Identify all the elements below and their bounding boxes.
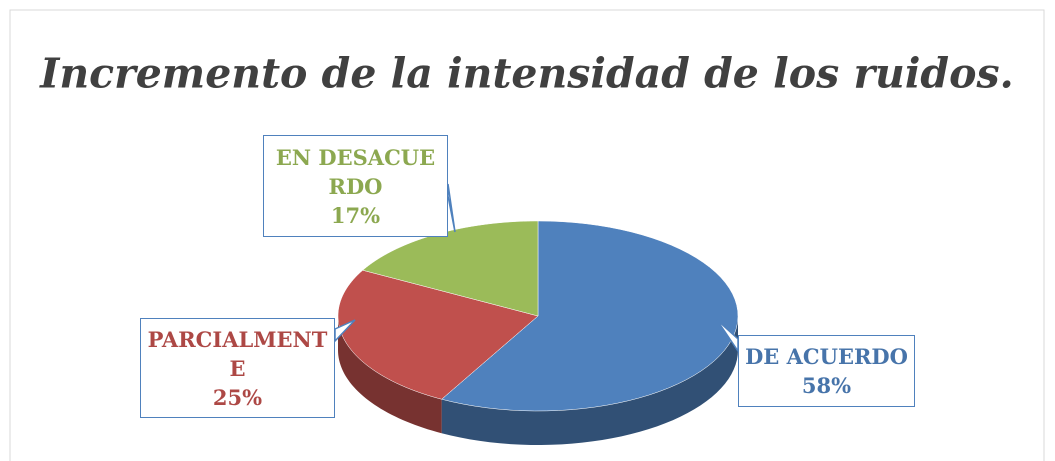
value-label: 25% bbox=[212, 384, 263, 410]
category-label: PARCIALMENTE bbox=[147, 326, 328, 381]
label-leader bbox=[447, 183, 456, 233]
category-label: EN DESACUERDO bbox=[275, 144, 436, 199]
value-label: 17% bbox=[330, 202, 381, 228]
data-label: PARCIALMENTE 25% bbox=[140, 318, 335, 418]
pie-side bbox=[338, 316, 442, 434]
category-label: DE ACUERDO bbox=[745, 344, 908, 369]
label-leader bbox=[334, 319, 356, 343]
pie-side bbox=[441, 316, 738, 445]
chart-title: Incremento de la intensidad de los ruido… bbox=[39, 50, 1014, 98]
data-label: DE ACUERDO 58% bbox=[738, 335, 915, 407]
data-label: EN DESACUERDO 17% bbox=[263, 135, 448, 237]
pie-slice bbox=[337, 269, 539, 400]
value-label: 58% bbox=[801, 373, 852, 398]
